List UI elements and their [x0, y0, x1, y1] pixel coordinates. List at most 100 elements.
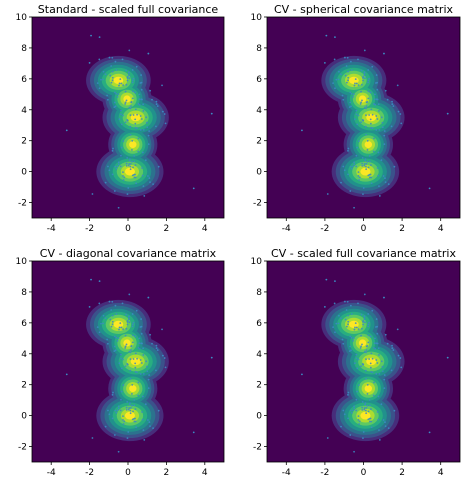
data-point	[377, 174, 380, 177]
data-point	[134, 173, 136, 176]
x-tick-label: -2	[320, 224, 329, 234]
data-point	[192, 431, 195, 434]
data-point	[140, 332, 143, 335]
data-point	[335, 78, 338, 81]
data-point	[342, 409, 345, 412]
data-point	[350, 167, 353, 170]
data-point	[377, 151, 380, 154]
data-point	[131, 81, 134, 84]
data-point	[164, 122, 167, 125]
data-point	[155, 125, 157, 128]
data-point	[361, 156, 364, 159]
data-point	[129, 107, 132, 110]
data-point	[134, 108, 137, 111]
contour-bridge	[358, 95, 367, 103]
data-point	[378, 354, 380, 356]
data-point	[375, 342, 378, 345]
data-point	[113, 335, 116, 338]
y-tick-label: -2	[18, 199, 27, 209]
data-point	[131, 325, 134, 328]
contour-bridge	[364, 385, 373, 393]
x-tick-label: -4	[47, 224, 56, 234]
data-point	[364, 402, 367, 405]
data-point	[360, 90, 362, 93]
data-point	[428, 431, 431, 434]
data-point	[137, 347, 140, 349]
data-point	[125, 162, 128, 165]
data-point	[129, 162, 132, 165]
data-point	[347, 147, 350, 150]
data-point	[367, 166, 370, 169]
data-point	[107, 165, 109, 168]
data-point	[400, 366, 403, 369]
data-point	[345, 65, 348, 67]
data-point	[131, 69, 134, 71]
data-point	[373, 137, 375, 140]
data-point	[124, 101, 127, 104]
data-point	[367, 410, 370, 413]
data-point	[119, 165, 122, 168]
data-point	[134, 362, 137, 365]
panel-title: Standard - scaled full covariance	[38, 3, 219, 16]
data-point	[354, 322, 357, 325]
data-point	[355, 154, 358, 157]
data-point	[115, 411, 118, 414]
data-point	[119, 322, 122, 325]
data-point	[349, 335, 352, 338]
data-point	[134, 352, 137, 355]
data-point	[360, 101, 362, 104]
data-point	[347, 79, 349, 82]
data-point	[376, 362, 379, 364]
data-point	[124, 347, 127, 349]
data-point	[124, 121, 127, 124]
data-point	[156, 349, 159, 351]
data-point	[120, 367, 123, 370]
data-point	[117, 93, 120, 96]
data-point	[369, 417, 372, 420]
data-point	[341, 338, 344, 341]
data-point	[132, 321, 135, 324]
data-point	[376, 411, 379, 413]
data-point	[362, 323, 364, 326]
data-point	[114, 409, 117, 412]
data-point	[349, 60, 352, 63]
data-point	[96, 326, 99, 329]
data-point	[120, 390, 123, 393]
data-point	[369, 366, 372, 369]
data-point	[342, 165, 345, 168]
data-point	[124, 334, 127, 337]
data-point	[122, 423, 125, 425]
data-point	[363, 407, 366, 409]
data-point	[90, 278, 92, 281]
data-point	[117, 161, 120, 164]
data-point	[134, 335, 136, 338]
data-point	[131, 323, 134, 326]
data-point	[361, 327, 363, 330]
data-point	[142, 110, 145, 112]
data-point	[120, 353, 122, 356]
data-point	[108, 413, 111, 416]
data-point	[367, 174, 370, 177]
data-point	[364, 403, 366, 406]
data-point	[378, 128, 381, 131]
data-point	[126, 156, 129, 159]
data-point	[350, 105, 352, 108]
data-point	[133, 399, 136, 401]
density-contours	[321, 299, 405, 442]
data-point	[128, 318, 130, 321]
data-point	[366, 344, 369, 347]
data-point	[145, 360, 148, 363]
data-point	[376, 88, 379, 91]
data-point	[102, 78, 105, 81]
data-point	[301, 373, 303, 376]
data-point	[357, 328, 360, 331]
data-point	[350, 313, 353, 315]
data-point	[347, 323, 349, 326]
scatter-points	[65, 278, 213, 453]
data-point	[133, 160, 136, 163]
data-point	[375, 359, 378, 361]
data-point	[65, 129, 68, 132]
data-point	[118, 82, 121, 85]
data-point	[111, 173, 114, 176]
data-point	[117, 407, 120, 410]
